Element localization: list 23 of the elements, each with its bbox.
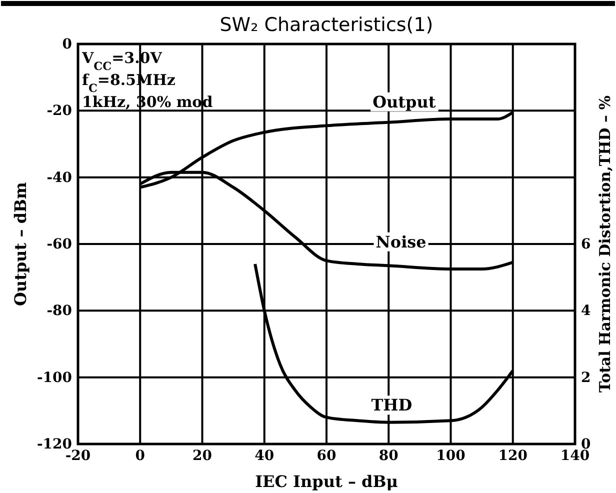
x-tick-label: 100 bbox=[436, 448, 466, 464]
y-tick-label: -20 bbox=[46, 103, 72, 120]
chart-title: SW₂ Characteristics(1) bbox=[220, 14, 434, 36]
series-label: THD bbox=[371, 396, 412, 415]
x-tick-label: 120 bbox=[498, 448, 528, 464]
x-tick-label: 80 bbox=[378, 448, 399, 464]
y-tick-label: -100 bbox=[36, 370, 72, 386]
y-tick-label: -80 bbox=[46, 303, 72, 320]
series-label: Output bbox=[372, 92, 436, 112]
y2-tick-label: 4 bbox=[581, 303, 591, 320]
y2-tick-label: 6 bbox=[581, 236, 591, 252]
y2-tick-label: 2 bbox=[581, 370, 591, 386]
series-label: Noise bbox=[376, 232, 426, 252]
x-tick-label: 0 bbox=[135, 448, 146, 464]
x-tick-label: 60 bbox=[316, 448, 336, 464]
y-tick-label: -60 bbox=[46, 236, 72, 252]
y-tick-label: 0 bbox=[62, 36, 72, 52]
y2-axis-title: Total Harmonic Distortion,THD – % bbox=[596, 96, 614, 392]
x-axis-title: IEC Input – dBμ bbox=[255, 472, 398, 491]
x-tick-label: 40 bbox=[254, 448, 274, 464]
x-tick-label: 20 bbox=[192, 448, 212, 464]
y-tick-label: -40 bbox=[46, 170, 72, 186]
y-axis-title: Output – dBm bbox=[11, 182, 30, 306]
